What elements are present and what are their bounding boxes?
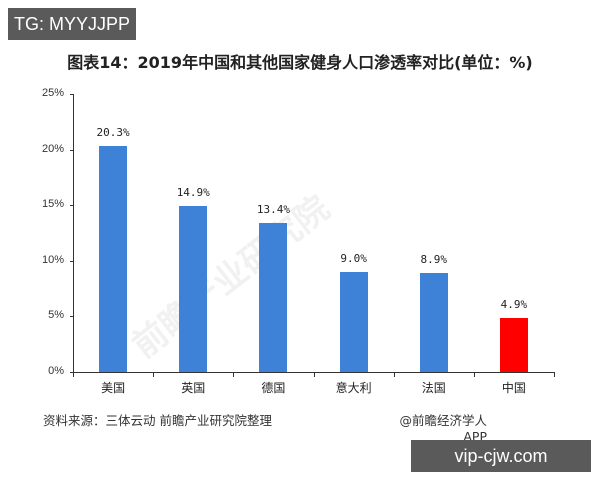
- x-tick-mark: [153, 372, 154, 377]
- y-tick-mark: [70, 94, 74, 95]
- source-note: 资料来源：三体云动 前瞻产业研究院整理: [43, 413, 272, 428]
- x-axis: [73, 372, 554, 373]
- y-tick-label: 15%: [41, 198, 64, 211]
- top-watermark-tag: TG: MYYJJPP: [8, 8, 136, 40]
- value-label: 13.4%: [256, 202, 290, 216]
- y-tick-label: 20%: [41, 142, 64, 155]
- x-tick-mark: [73, 372, 74, 377]
- bar-1: [179, 206, 208, 372]
- x-category-label: 意大利: [335, 381, 372, 395]
- y-tick-label: 25%: [41, 87, 64, 99]
- y-axis: [73, 94, 74, 373]
- y-tick-label: 0%: [48, 365, 64, 377]
- x-tick-mark: [394, 372, 395, 377]
- y-tick-label: 10%: [41, 253, 64, 266]
- value-label: 20.3%: [96, 126, 130, 140]
- x-tick-mark: [474, 372, 475, 377]
- value-label: 4.9%: [500, 297, 528, 311]
- y-tick-mark: [70, 260, 74, 262]
- x-tick-mark: [233, 372, 234, 377]
- credit-note: @前瞻经济学人APP: [399, 413, 487, 444]
- bottom-watermark-tag: vip-cjw.com: [411, 440, 591, 472]
- x-category-label: 英国: [181, 381, 206, 395]
- y-tick-mark: [70, 316, 74, 318]
- value-label: 14.9%: [176, 186, 210, 200]
- x-tick-mark: [314, 372, 315, 377]
- bar-3: [339, 271, 368, 372]
- x-category-label: 美国: [101, 381, 126, 395]
- background-watermark: 前瞻产业研究院: [125, 188, 338, 367]
- bar-2: [259, 222, 288, 372]
- x-category-label: 德国: [261, 381, 286, 395]
- bar-0: [99, 146, 128, 372]
- x-category-label: 法国: [421, 381, 446, 395]
- value-label: 9.0%: [340, 251, 367, 265]
- x-category-label: 中国: [501, 381, 526, 395]
- bar-5: [499, 317, 528, 372]
- y-tick-label: 5%: [48, 309, 64, 322]
- bar-4: [419, 273, 448, 372]
- y-tick-mark: [70, 372, 74, 373]
- chart-title: 图表14：2019年中国和其他国家健身人口渗透率对比(单位：%): [67, 53, 533, 72]
- y-tick-mark: [70, 149, 74, 151]
- x-tick-mark: [554, 372, 555, 377]
- y-tick-mark: [70, 205, 74, 207]
- value-label: 8.9%: [420, 253, 448, 267]
